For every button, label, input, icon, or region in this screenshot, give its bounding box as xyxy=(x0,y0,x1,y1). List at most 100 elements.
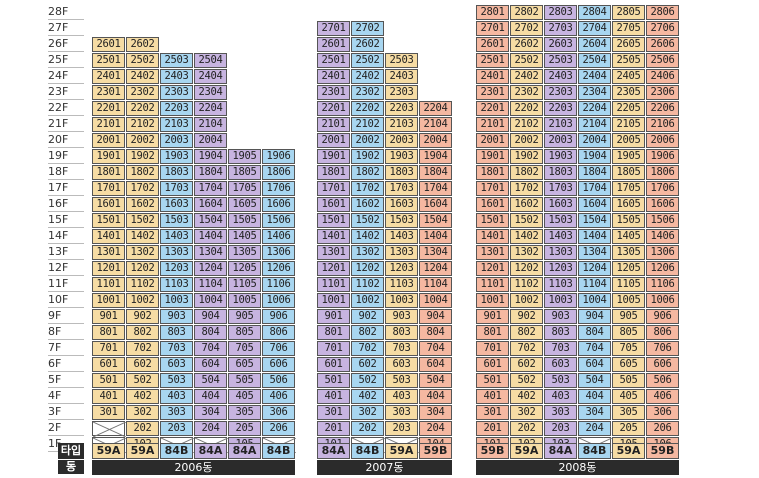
unit-cell: 202 xyxy=(510,421,543,436)
unit-cell: 203 xyxy=(160,421,193,436)
floor-label: 23F xyxy=(48,84,84,100)
unit-cell: 1204 xyxy=(419,261,452,276)
unit-cell: 1001 xyxy=(317,293,350,308)
unit-cell: 2204 xyxy=(419,101,452,116)
unit-cell: 502 xyxy=(351,373,384,388)
floor-label: 4F xyxy=(48,388,84,404)
unit-cell: 2401 xyxy=(476,69,509,84)
unit-cell: 1802 xyxy=(351,165,384,180)
building-name-bar: 2006동 xyxy=(92,460,295,475)
unit-cell: 2001 xyxy=(476,133,509,148)
unit-cell: 904 xyxy=(578,309,611,324)
unit-cell: 406 xyxy=(262,389,295,404)
unit-cell: 501 xyxy=(317,373,350,388)
unit-cell: 601 xyxy=(317,357,350,372)
unit-cell: 1204 xyxy=(578,261,611,276)
unit-cell: 1203 xyxy=(544,261,577,276)
unit-cell: 1202 xyxy=(510,261,543,276)
unit-cell: 1004 xyxy=(419,293,452,308)
unit-cell: 1104 xyxy=(194,277,227,292)
unit-cell: 1501 xyxy=(92,213,125,228)
unit-cell: 1003 xyxy=(385,293,418,308)
unit-cell: 1601 xyxy=(92,197,125,212)
unit-cell: 1504 xyxy=(419,213,452,228)
unit-cell: 604 xyxy=(578,357,611,372)
unit-cell: 603 xyxy=(385,357,418,372)
unit-cell: 1406 xyxy=(646,229,679,244)
unit-cell: 1201 xyxy=(92,261,125,276)
unit-cell: 405 xyxy=(612,389,645,404)
building-name-bar: 2007동 xyxy=(317,460,452,475)
building-name-bar: 2008동 xyxy=(476,460,679,475)
unit-cell: 902 xyxy=(126,309,159,324)
unit-cell: 2102 xyxy=(126,117,159,132)
unit-cell: 503 xyxy=(160,373,193,388)
unit-cell: 1903 xyxy=(385,149,418,164)
unit-cell: 1902 xyxy=(510,149,543,164)
unit-cell: 701 xyxy=(476,341,509,356)
unit-cell: 1701 xyxy=(476,181,509,196)
unit-cell: 2503 xyxy=(385,53,418,68)
unit-cell: 1006 xyxy=(646,293,679,308)
unit-cell: 905 xyxy=(612,309,645,324)
unit-cell: 906 xyxy=(262,309,295,324)
unit-cell: 202 xyxy=(126,421,159,436)
unit-cell: 1601 xyxy=(317,197,350,212)
unit-cell: 202 xyxy=(351,421,384,436)
unit-cell: 2502 xyxy=(126,53,159,68)
unit-cell: 704 xyxy=(578,341,611,356)
floor-label: 12F xyxy=(48,260,84,276)
unit-cell: 1103 xyxy=(544,277,577,292)
unit-cell: 604 xyxy=(194,357,227,372)
unit-cell: 1903 xyxy=(160,149,193,164)
unit-cell: 305 xyxy=(228,405,261,420)
floor-label: 2F xyxy=(48,420,84,436)
unit-cell: 1106 xyxy=(646,277,679,292)
unit-cell: 801 xyxy=(476,325,509,340)
unit-cell: 1901 xyxy=(92,149,125,164)
unit-cell: 905 xyxy=(228,309,261,324)
unit-cell: 706 xyxy=(646,341,679,356)
type-cell: 59A xyxy=(510,443,543,459)
unit-cell: 2204 xyxy=(194,101,227,116)
unit-cell: 1604 xyxy=(419,197,452,212)
unit-cell: 1102 xyxy=(126,277,159,292)
unit-cell: 903 xyxy=(544,309,577,324)
unit-cell: 1605 xyxy=(612,197,645,212)
unit-cell: 2005 xyxy=(612,133,645,148)
unit-cell: 301 xyxy=(476,405,509,420)
unit-cell: 2601 xyxy=(92,37,125,52)
unit-cell: 1302 xyxy=(351,245,384,260)
type-cell: 84A xyxy=(228,443,261,459)
unit-cell: 1302 xyxy=(510,245,543,260)
floor-label: 14F xyxy=(48,228,84,244)
floor-label: 26F xyxy=(48,36,84,52)
unit-cell: 2202 xyxy=(126,101,159,116)
unit-cell: 1905 xyxy=(228,149,261,164)
unit-cell: 2004 xyxy=(419,133,452,148)
floor-label: 24F xyxy=(48,68,84,84)
unit-cell: 706 xyxy=(262,341,295,356)
unit-cell: 1202 xyxy=(126,261,159,276)
unit-cell: 2303 xyxy=(160,85,193,100)
unit-cell: 1304 xyxy=(419,245,452,260)
unit-cell: 804 xyxy=(578,325,611,340)
unit-cell: 1805 xyxy=(228,165,261,180)
unit-cell: 2304 xyxy=(578,85,611,100)
unit-cell: 1203 xyxy=(160,261,193,276)
unit-cell: 1301 xyxy=(476,245,509,260)
unit-cell: 2606 xyxy=(646,37,679,52)
unit-cell: 1105 xyxy=(228,277,261,292)
floor-label: 13F xyxy=(48,244,84,260)
unit-cell: 1401 xyxy=(476,229,509,244)
unit-cell: 1504 xyxy=(194,213,227,228)
unit-cell: 1303 xyxy=(385,245,418,260)
type-cell: 59B xyxy=(476,443,509,459)
unit-cell: 1205 xyxy=(612,261,645,276)
unit-cell: 1002 xyxy=(351,293,384,308)
unit-cell: 2104 xyxy=(419,117,452,132)
unit-cell: 603 xyxy=(160,357,193,372)
unit-cell: 1906 xyxy=(646,149,679,164)
unit-cell: 1003 xyxy=(160,293,193,308)
unit-cell: 204 xyxy=(194,421,227,436)
